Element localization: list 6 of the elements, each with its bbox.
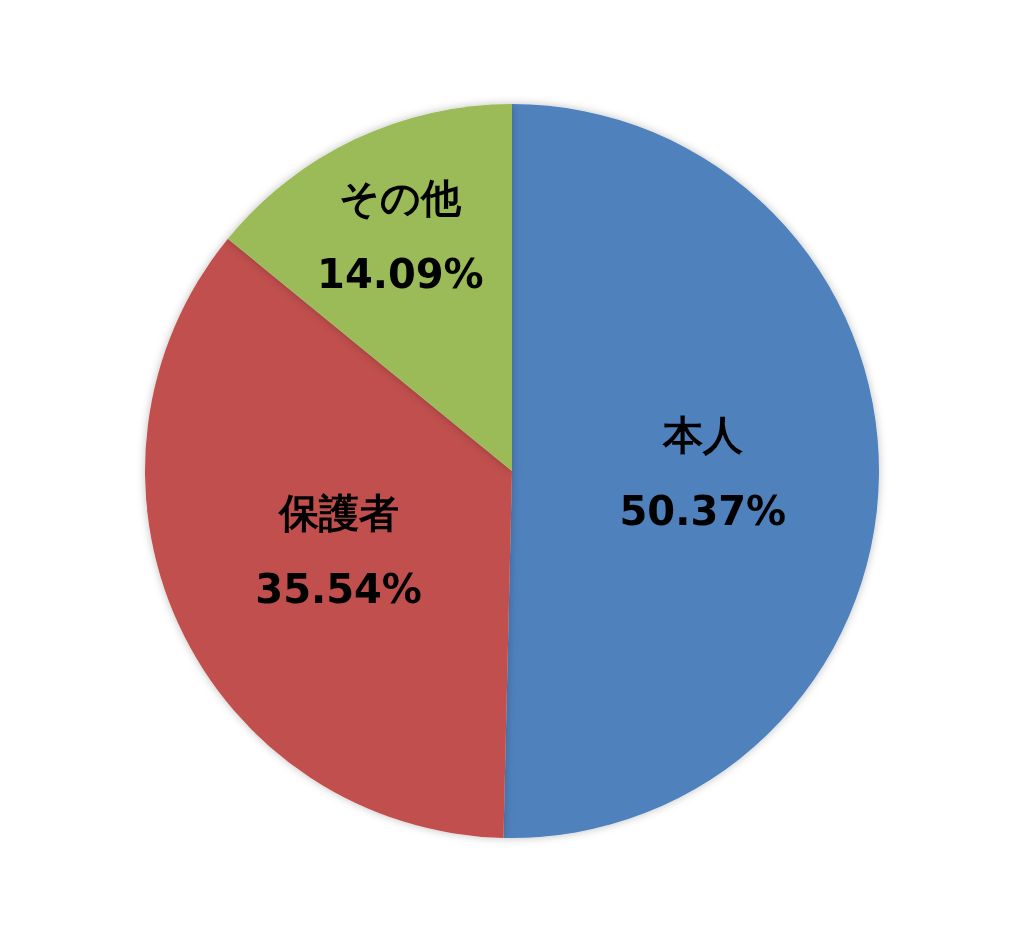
- slice-label: 保護者: [276, 489, 399, 536]
- slice-label: 本人: [661, 412, 744, 459]
- data-label: 14.09%: [317, 250, 484, 297]
- data-label: 50.37%: [619, 488, 787, 535]
- slice-label: その他: [339, 174, 463, 221]
- data-label: 35.54%: [255, 565, 422, 612]
